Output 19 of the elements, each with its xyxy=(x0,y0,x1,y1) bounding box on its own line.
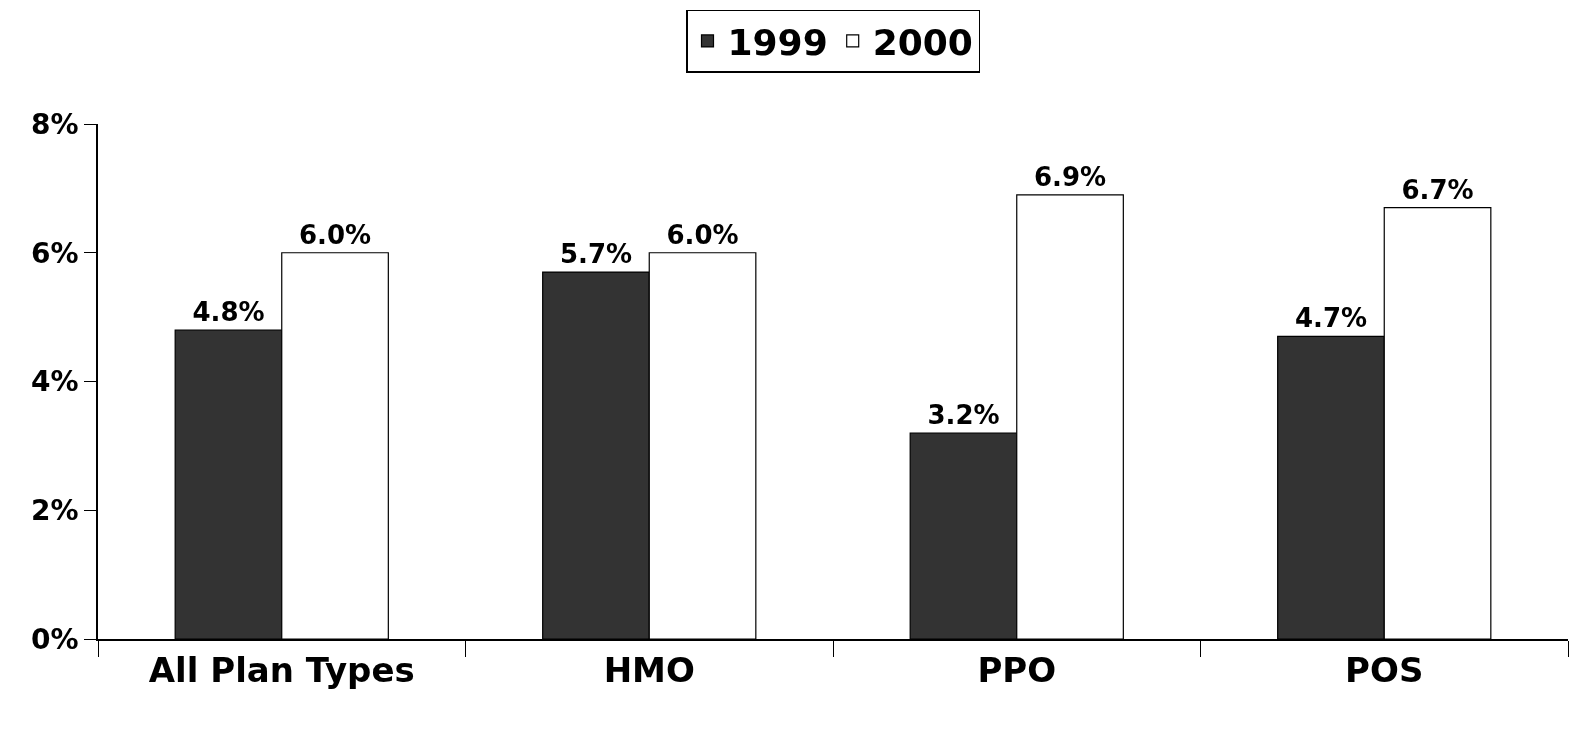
x-tick-label: PPO xyxy=(977,649,1057,690)
y-tick-label: 0% xyxy=(31,622,79,656)
data-label: 3.2% xyxy=(927,400,1000,430)
legend-label: 2000 xyxy=(872,21,973,63)
y-tick-label: 6% xyxy=(31,236,79,270)
data-label: 6.0% xyxy=(666,219,739,250)
data-label: 6.7% xyxy=(1401,174,1474,205)
legend-label: 1999 xyxy=(727,21,828,63)
x-tick-label: All Plan Types xyxy=(148,649,415,690)
x-tick-label: HMO xyxy=(603,649,695,690)
x-tick-label: POS xyxy=(1345,649,1424,690)
data-label: 6.0% xyxy=(298,219,372,250)
data-label: 5.7% xyxy=(559,239,633,270)
y-tick-label: 2% xyxy=(31,494,79,528)
data-label: 6.9% xyxy=(1033,161,1107,192)
data-label: 4.7% xyxy=(1294,303,1368,334)
y-tick-label: 4% xyxy=(31,365,79,399)
y-tick-label: 8% xyxy=(31,107,79,141)
data-label: 4.8% xyxy=(192,297,265,327)
